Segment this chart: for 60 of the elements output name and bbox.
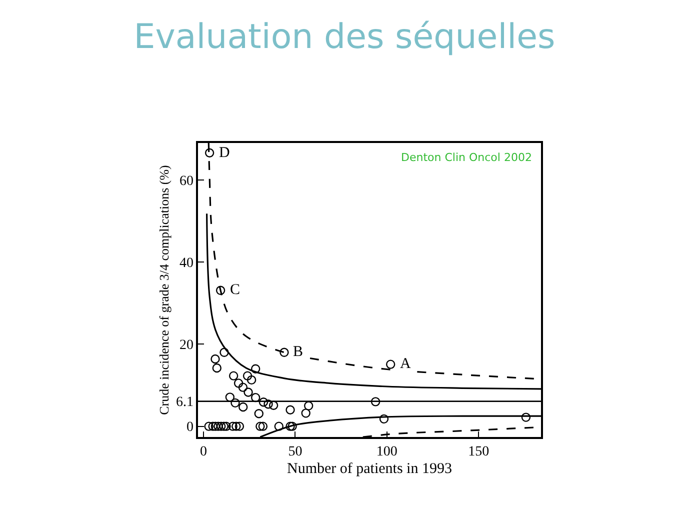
point bbox=[244, 388, 253, 397]
point bbox=[216, 422, 226, 431]
y-axis-title: Crude incidence of grade 3/4 complications (%) bbox=[156, 165, 172, 415]
point bbox=[210, 354, 220, 364]
x-tick-label: 150 bbox=[468, 444, 490, 460]
point bbox=[220, 348, 229, 358]
point bbox=[234, 422, 244, 431]
point bbox=[210, 422, 220, 431]
point bbox=[274, 422, 284, 431]
point bbox=[234, 378, 244, 388]
y-tick-label: 60 bbox=[179, 174, 194, 189]
point bbox=[214, 422, 223, 431]
x-tick-label: 50 bbox=[288, 444, 302, 460]
chart-title: Evaluation des séquelles bbox=[134, 17, 556, 58]
point bbox=[288, 422, 297, 431]
point bbox=[219, 422, 228, 431]
y-tick-label: 20 bbox=[179, 338, 194, 354]
point bbox=[258, 422, 268, 431]
point bbox=[280, 348, 289, 358]
point bbox=[204, 148, 214, 158]
point bbox=[212, 363, 222, 373]
point bbox=[304, 401, 314, 410]
y-tick-label: 0 bbox=[186, 420, 194, 436]
annotation: A bbox=[400, 356, 411, 372]
annotation: D bbox=[219, 145, 230, 161]
point bbox=[216, 286, 226, 296]
point bbox=[228, 371, 238, 380]
point bbox=[521, 412, 531, 422]
point bbox=[264, 400, 273, 409]
point bbox=[386, 360, 396, 369]
point bbox=[286, 405, 295, 414]
point bbox=[379, 414, 389, 424]
point bbox=[268, 400, 278, 410]
point bbox=[228, 422, 238, 431]
x-tick-label: 100 bbox=[376, 444, 398, 460]
annotation: Denton Clin Oncol 2002 bbox=[401, 151, 532, 164]
point bbox=[250, 364, 260, 374]
point bbox=[286, 422, 295, 431]
point bbox=[242, 371, 252, 380]
point bbox=[204, 422, 214, 431]
point bbox=[232, 422, 241, 431]
point bbox=[246, 375, 256, 385]
y-tick-label: 6.1 bbox=[176, 395, 194, 410]
point bbox=[254, 408, 264, 418]
point bbox=[225, 392, 235, 402]
point bbox=[258, 398, 268, 407]
point bbox=[238, 402, 248, 412]
x-axis-title: Number of patients in 1993 bbox=[287, 461, 452, 478]
point bbox=[370, 397, 380, 406]
point bbox=[301, 408, 310, 418]
point bbox=[238, 382, 248, 392]
point bbox=[256, 422, 265, 431]
annotation: C bbox=[230, 282, 240, 298]
point bbox=[250, 392, 260, 402]
point bbox=[208, 422, 218, 431]
point bbox=[222, 422, 231, 431]
point bbox=[230, 398, 240, 408]
annotation: B bbox=[293, 344, 304, 360]
x-tick-label: 0 bbox=[200, 444, 207, 460]
y-tick-label: 40 bbox=[179, 256, 194, 271]
